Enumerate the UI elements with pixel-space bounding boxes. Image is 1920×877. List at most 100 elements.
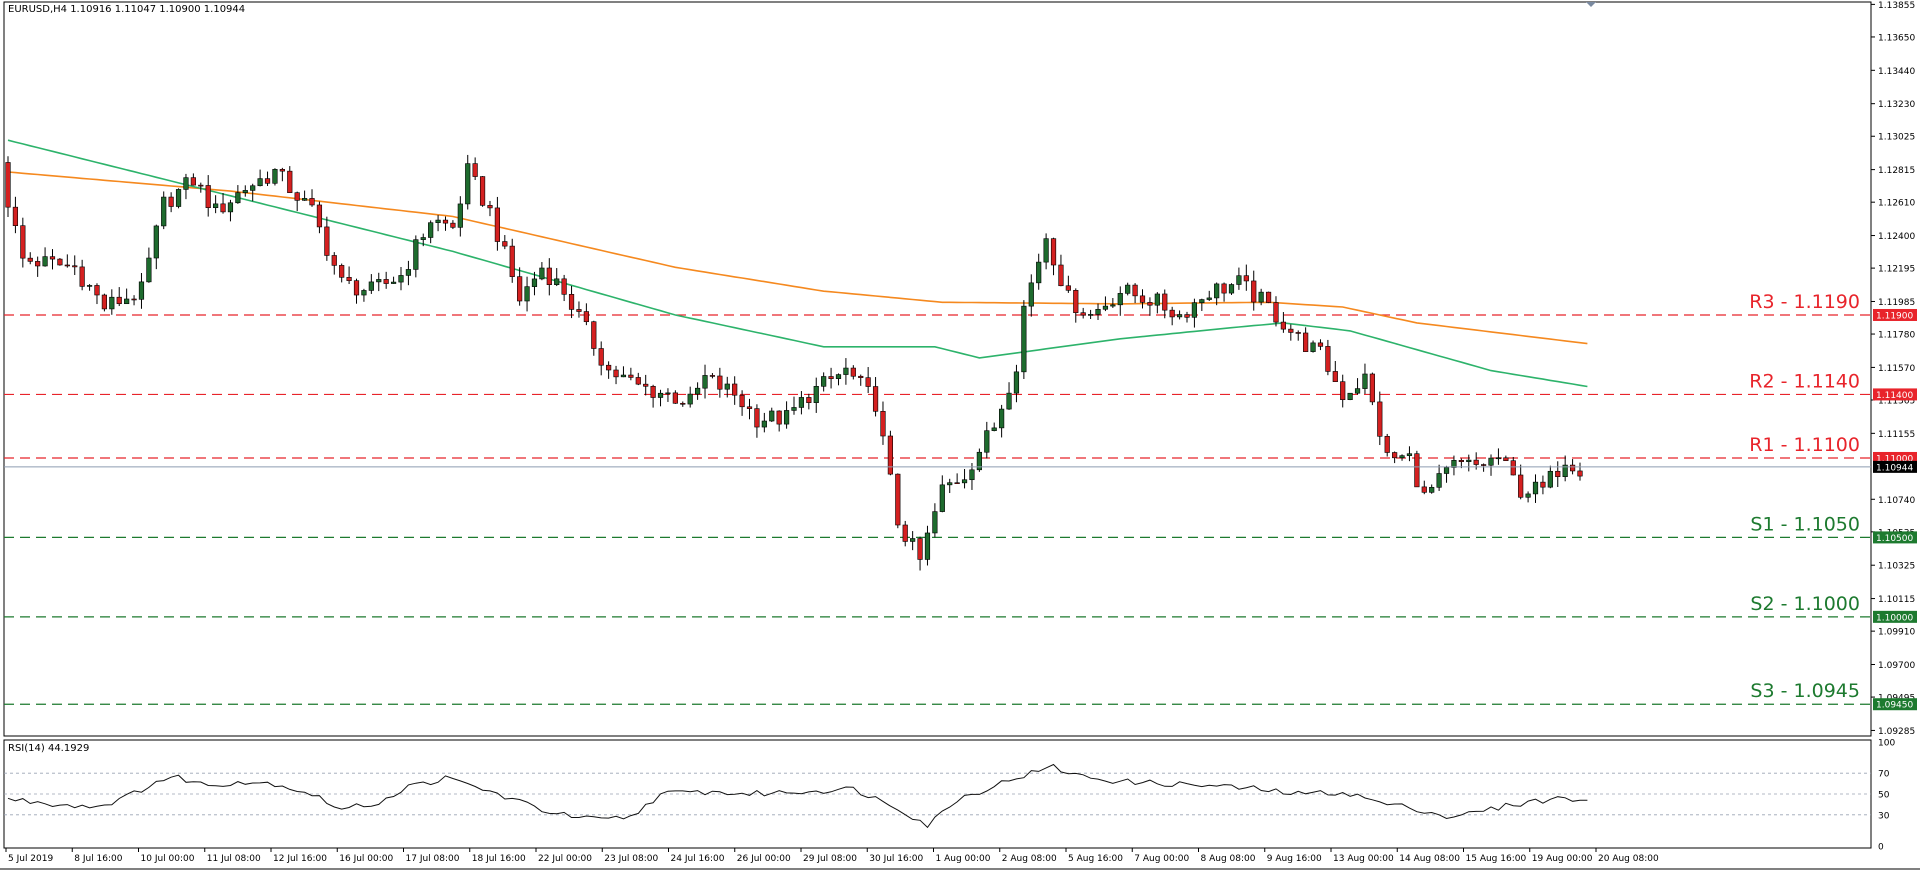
candle-bull [947,482,953,486]
level-lines [4,314,1871,705]
candle-bull [257,178,263,187]
price-tick-label: 1.10325 [1878,562,1915,572]
price-tick-label: 1.10115 [1878,595,1915,605]
candle-bear [1332,371,1338,382]
time-label: 29 Jul 08:00 [803,854,857,864]
price-axis: 1.13855 1.13650 1.13440 1.13230 1.13025 1.128… [1871,1,1917,737]
candle-bear [583,311,589,323]
price-tick-label: 1.13855 [1878,1,1915,11]
rsi-indicator: 100 70 50 30 0 [4,739,1895,853]
price-tick-label: 1.11985 [1878,298,1915,308]
time-label: 15 Aug 16:00 [1466,854,1527,864]
time-label: 8 Jul 16:00 [74,854,123,864]
candle-bear [1458,460,1464,462]
candle-bull [657,392,664,398]
candle-bull [1258,291,1264,303]
candle-bear [887,435,893,475]
candle-bull [1102,305,1109,310]
candle-bull [1236,275,1242,285]
candle-bear [1251,280,1257,303]
candle-bear [1569,464,1576,472]
price-tick-label: 1.13230 [1878,100,1915,110]
candle-bear [1325,346,1331,372]
time-label: 8 Aug 08:00 [1201,854,1256,864]
price-tick-label: 1.13025 [1878,133,1915,143]
time-label: 2 Aug 08:00 [1002,854,1057,864]
candle-bear [64,264,70,267]
candle-bull [783,410,790,425]
candle-bear [680,402,686,405]
time-label: 13 Aug 00:00 [1333,854,1394,864]
candle-bull [1206,297,1212,300]
candle-bull [1347,392,1353,400]
time-label: 30 Jul 16:00 [869,854,923,864]
price-tick-label: 1.13650 [1878,33,1915,43]
candle-bear [865,377,871,387]
candle-bear [1073,290,1079,313]
candle-bear [35,261,41,267]
time-label: 23 Jul 08:00 [604,854,658,864]
candle-bear [264,178,271,184]
level-label: S3 - 1.0945 [1750,680,1860,702]
candle-bull [272,169,278,184]
candle-bull [1028,282,1034,307]
candle-bear [383,279,389,284]
candle-bull [620,374,627,378]
time-label: 18 Jul 16:00 [472,854,526,864]
time-label: 5 Jul 2019 [8,854,53,864]
chart-shift-marker-icon[interactable] [1586,2,1596,7]
candle-bull [175,189,182,207]
candle-bear [717,375,723,390]
candle-bear [1243,275,1249,282]
candle-bear [954,482,960,484]
candle-bull [457,203,463,228]
candle-bear [1540,481,1546,488]
candle-bear [190,177,196,186]
level-price-tag-label: 1.11000 [1876,454,1913,464]
candle-bull [791,407,797,411]
candle-bear [72,265,78,268]
main-pane [3,1,1872,737]
candle-bear [472,163,478,177]
candle-bear [1303,332,1309,352]
level-label: S1 - 1.1050 [1750,513,1860,535]
time-label: 12 Jul 16:00 [273,854,327,864]
symbol-header: EURUSD,H4 1.10916 1.11047 1.10900 1.1094… [8,4,245,15]
candle-bull [1191,302,1198,318]
ma-slow-line [7,171,1588,345]
candle-bear [1577,470,1583,477]
candle-bear [331,255,337,266]
rsi-line [7,763,1588,829]
candle-bull [969,469,975,481]
candle-bull [924,532,931,560]
time-label: 17 Jul 08:00 [406,854,460,864]
time-axis: 5 Jul 2019 8 Jul 16:00 10 Jul 00:00 11 Jul … [5,848,1659,864]
candle-bear [561,278,567,295]
candle-bear [858,375,864,378]
time-label: 7 Aug 00:00 [1134,854,1189,864]
candle-bear [168,196,174,207]
candle-bear [517,276,523,302]
candle-bear [628,374,634,378]
candle-bear [1369,373,1375,403]
candle-bull [1036,261,1042,284]
candle-bear [1265,291,1272,303]
candle-bear [613,369,619,378]
candle-bull [724,383,730,390]
candle-bull [554,278,560,286]
candle-bull [1088,314,1094,316]
candle-bear [1132,284,1138,297]
candle-bull [1154,293,1160,306]
candle-bear [606,364,612,371]
candle-bull [524,286,530,302]
candle-bull [1532,481,1539,495]
candle-bull [1117,293,1123,306]
candle-bear [5,162,11,208]
candle-bull [1021,305,1027,373]
candle-bear [1184,314,1190,318]
candle-bull [1429,487,1435,493]
candle-bear [131,298,137,301]
rsi-tick-label: 50 [1878,791,1890,801]
candle-bear [806,397,812,403]
level-price-tag [1873,531,1917,544]
